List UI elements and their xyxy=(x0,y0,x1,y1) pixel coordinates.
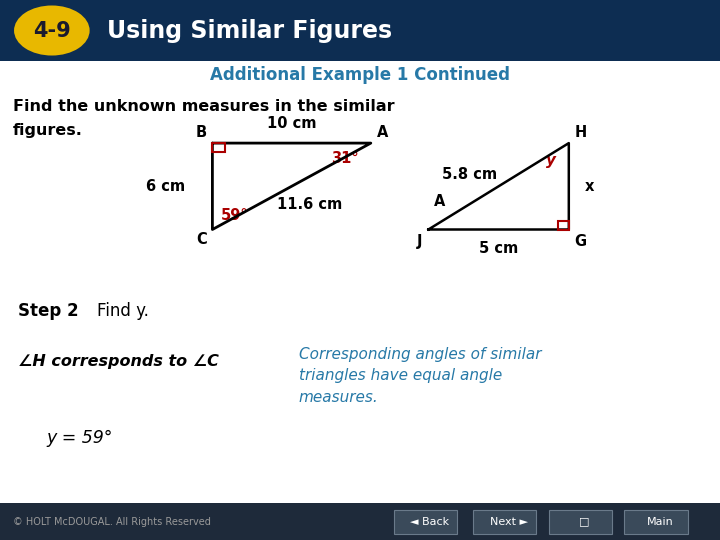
Text: 5.8 cm: 5.8 cm xyxy=(442,167,498,182)
Text: C: C xyxy=(196,232,207,247)
Text: □: □ xyxy=(580,517,590,526)
Text: figures.: figures. xyxy=(13,123,83,138)
Text: 10 cm: 10 cm xyxy=(267,116,316,131)
Text: Find y.: Find y. xyxy=(97,302,149,320)
Text: G: G xyxy=(575,234,587,249)
Text: y: y xyxy=(546,153,556,168)
Text: 4-9: 4-9 xyxy=(33,21,71,40)
Text: J: J xyxy=(417,234,423,249)
Bar xyxy=(473,510,536,534)
Bar xyxy=(0,503,720,540)
Bar xyxy=(0,0,720,61)
Bar xyxy=(394,510,457,534)
Text: ∠H corresponds to ∠C: ∠H corresponds to ∠C xyxy=(18,354,219,369)
Bar xyxy=(624,510,688,534)
Text: Main: Main xyxy=(647,517,674,526)
Bar xyxy=(558,221,569,229)
Text: x: x xyxy=(585,179,594,194)
Text: 5 cm: 5 cm xyxy=(479,241,518,256)
Text: 31°: 31° xyxy=(331,151,359,166)
Bar xyxy=(549,510,612,534)
Text: A: A xyxy=(377,125,388,140)
Text: 11.6 cm: 11.6 cm xyxy=(277,197,342,212)
Text: Corresponding angles of similar
triangles have equal angle
measures.: Corresponding angles of similar triangle… xyxy=(299,347,541,405)
Text: Using Similar Figures: Using Similar Figures xyxy=(107,18,392,43)
Bar xyxy=(212,143,225,152)
Text: B: B xyxy=(196,125,207,140)
Text: Next ►: Next ► xyxy=(490,517,528,526)
Text: ◄ Back: ◄ Back xyxy=(410,517,449,526)
Text: A: A xyxy=(434,194,446,209)
Text: H: H xyxy=(575,125,587,140)
Text: Find the unknown measures in the similar: Find the unknown measures in the similar xyxy=(13,99,395,114)
Text: © HOLT McDOUGAL. All Rights Reserved: © HOLT McDOUGAL. All Rights Reserved xyxy=(13,517,211,526)
Text: Step 2: Step 2 xyxy=(18,302,78,320)
Text: 6 cm: 6 cm xyxy=(146,179,185,194)
Ellipse shape xyxy=(14,5,89,56)
Text: 59°: 59° xyxy=(221,208,248,223)
Text: y = 59°: y = 59° xyxy=(47,429,113,447)
Text: Additional Example 1 Continued: Additional Example 1 Continued xyxy=(210,65,510,84)
